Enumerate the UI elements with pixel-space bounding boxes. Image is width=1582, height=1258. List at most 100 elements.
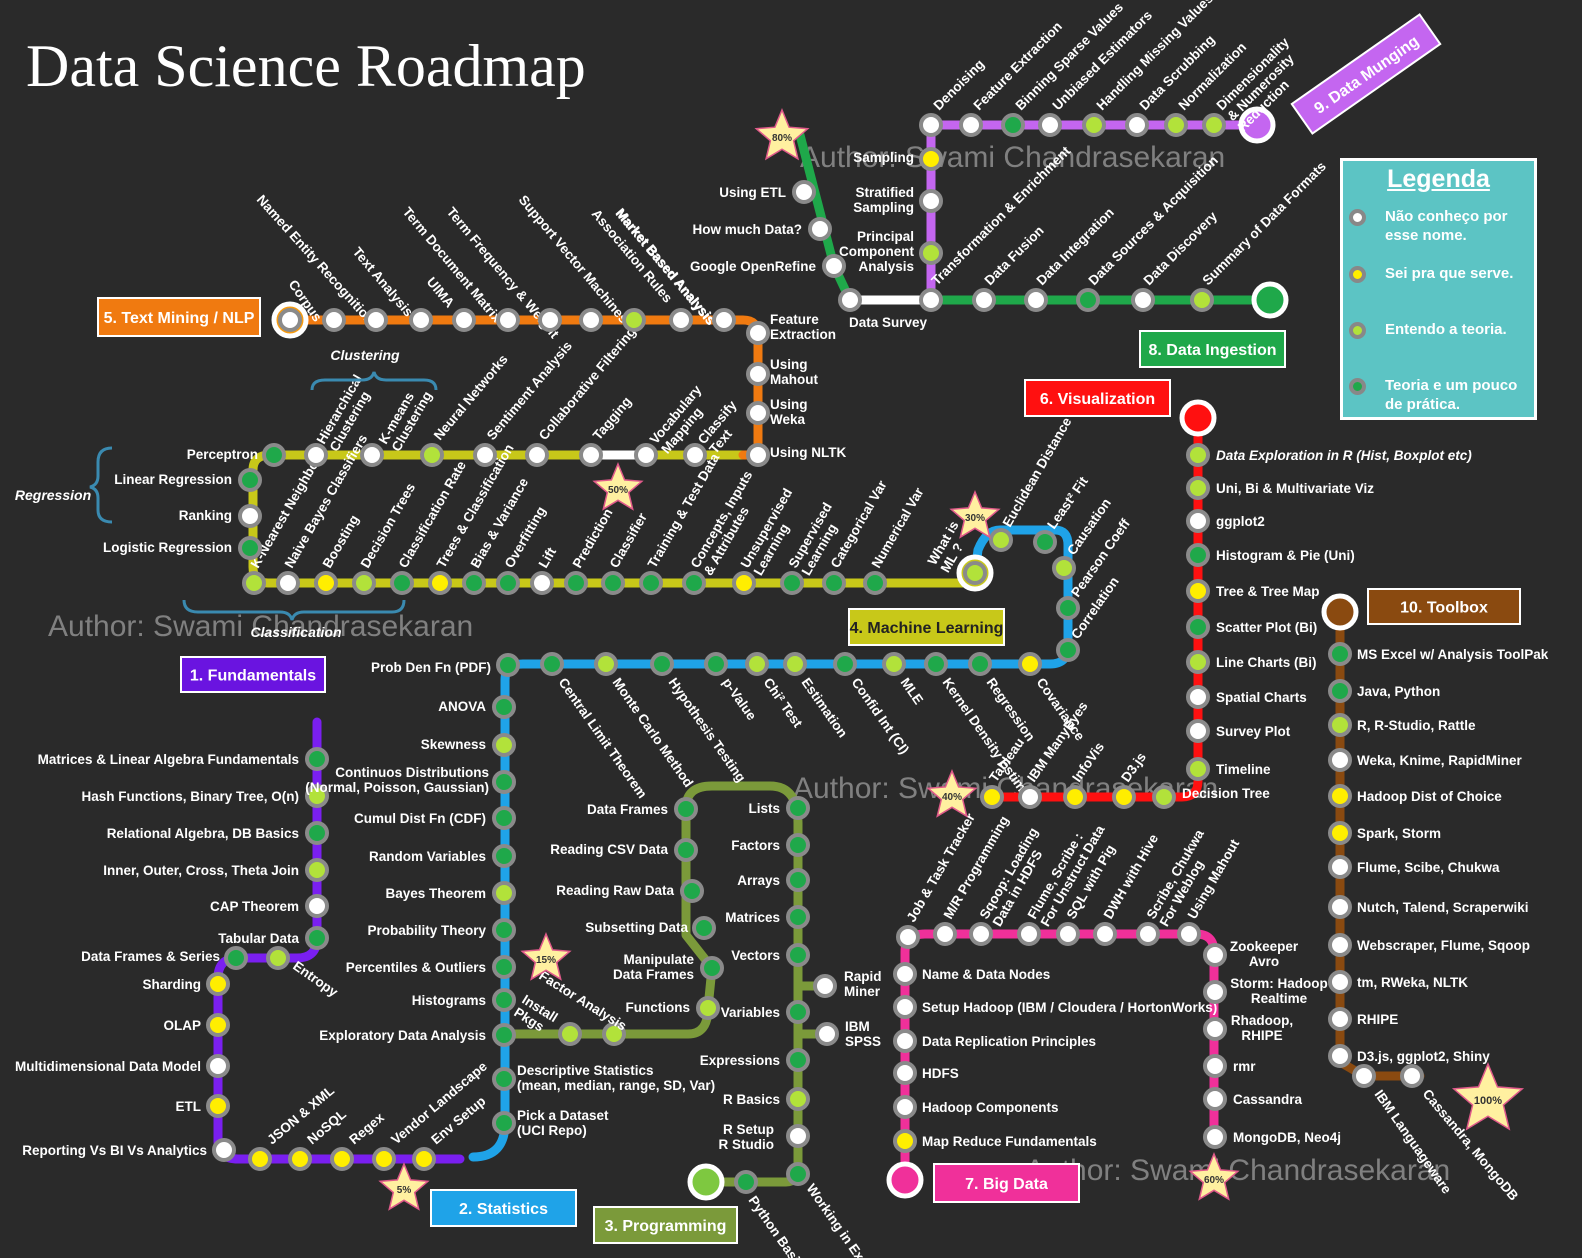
station-pearson-coeff bbox=[1056, 596, 1080, 620]
station-cap-theorem bbox=[305, 894, 329, 918]
station-overfitting bbox=[496, 571, 520, 595]
station-feature-extraction bbox=[746, 321, 770, 345]
station-using-mahout bbox=[746, 362, 770, 386]
svg-text:100%: 100% bbox=[1474, 1095, 1502, 1107]
station-sharding bbox=[206, 972, 230, 996]
station-descriptive-statistics-mean-median-range bbox=[492, 1067, 516, 1091]
station-label: Using ETL bbox=[719, 185, 786, 200]
station-label: Summary of Data Formats bbox=[1200, 159, 1329, 288]
station-extra bbox=[712, 308, 736, 332]
line-label-5-text-mining-nlp: 5. Text Mining / NLP bbox=[97, 297, 261, 337]
station-label: Continuos Distributions (Normal, Poisson,… bbox=[305, 765, 489, 795]
svg-text:60%: 60% bbox=[1204, 1175, 1224, 1186]
station-label: Regex bbox=[346, 1109, 387, 1147]
classification-brace bbox=[182, 599, 406, 621]
toolbox-track bbox=[1335, 607, 1425, 1081]
station-label: Reading Raw Data bbox=[556, 883, 674, 898]
station-data-discovery bbox=[1131, 288, 1155, 312]
station-label: CAP Theorem bbox=[210, 899, 299, 914]
station-label: Relational Algebra, DB Basics bbox=[107, 826, 299, 841]
station-label: Data Replication Principles bbox=[922, 1034, 1096, 1049]
station-corpus bbox=[278, 308, 302, 332]
station-label: D3.js, ggplot2, Shiny bbox=[1357, 1049, 1490, 1064]
station-label: Subsetting Data bbox=[585, 920, 688, 935]
line-label-3-programming: 3. Programming bbox=[593, 1206, 738, 1244]
station-data-replication-principles bbox=[893, 1029, 917, 1053]
station-label: Using Mahout bbox=[770, 357, 818, 387]
station-label: Classifier bbox=[607, 510, 651, 571]
station-reading-csv-data bbox=[674, 838, 698, 862]
station-label: Exploratory Data Analysis bbox=[319, 1028, 486, 1043]
station-label: Working in Excel bbox=[804, 1181, 879, 1258]
station-ibm-languageware bbox=[1352, 1064, 1376, 1088]
station-label: Survey Plot bbox=[1216, 724, 1291, 739]
regression-brace bbox=[89, 446, 113, 524]
station-ibm-spss bbox=[815, 1022, 839, 1046]
station-label: Uni, Bi & Multivariate Viz bbox=[1216, 481, 1374, 496]
station-vectors bbox=[786, 943, 810, 967]
station-k-means-clustering bbox=[360, 443, 384, 467]
station-r-r-studio-rattle bbox=[1328, 713, 1352, 737]
station-naive-bayes-classifiers bbox=[276, 571, 300, 595]
station-covariance bbox=[1018, 652, 1042, 676]
station-label: ETL bbox=[176, 1099, 202, 1114]
legend-panel: Legenda Não conheço por esse nome. Sei p… bbox=[1340, 158, 1537, 420]
station-training-test-data bbox=[639, 571, 663, 595]
station-inner-outer-cross-theta-join bbox=[305, 858, 329, 882]
station-decision-trees bbox=[352, 571, 376, 595]
station-nosql bbox=[288, 1147, 312, 1171]
station-data-exploration-in-r-hist-boxplot-etc bbox=[1186, 443, 1210, 467]
station-how-much-data bbox=[808, 217, 832, 241]
station-etl bbox=[206, 1094, 230, 1118]
station-using-mahout bbox=[1177, 922, 1201, 946]
station-reading-raw-data bbox=[680, 879, 704, 903]
station-entropy bbox=[266, 946, 290, 970]
station-ibm-manyeyes bbox=[1018, 785, 1042, 809]
ingestion-end-node bbox=[1251, 281, 1289, 319]
station-vendor-landscape bbox=[372, 1147, 396, 1171]
line-label-1-fundamentals: 1. Fundamentals bbox=[180, 656, 326, 693]
station-label: Using Weka bbox=[770, 397, 808, 427]
station-label: Tree & Tree Map bbox=[1216, 584, 1320, 599]
station-label: HDFS bbox=[922, 1066, 959, 1081]
station-cassandra bbox=[1203, 1087, 1227, 1111]
watermark-text: Author: Swami Chandrasekaran bbox=[48, 610, 473, 643]
station-label: Collaborative Filtering bbox=[536, 324, 639, 443]
station-label: Percentiles & Outliers bbox=[346, 960, 486, 975]
station-neural-networks bbox=[420, 443, 444, 467]
station-dwh-with-hive bbox=[1093, 922, 1117, 946]
watermark-text: Author: Swami Chandrasekaran bbox=[800, 141, 1225, 174]
station-label: Variables bbox=[721, 1005, 780, 1020]
station-label: Reporting Vs BI Vs Analytics bbox=[22, 1143, 207, 1158]
station-weka-knime-rapidminer bbox=[1328, 748, 1352, 772]
station-flume-scribe-for-unstruct-data bbox=[1017, 922, 1041, 946]
station-label: Data Frames & Series bbox=[81, 949, 220, 964]
line-label-7-big-data: 7. Big Data bbox=[933, 1163, 1080, 1203]
station-python-basics bbox=[734, 1170, 758, 1194]
milestone-star: 50% bbox=[592, 462, 644, 511]
station-survey-plot bbox=[1186, 719, 1210, 743]
station-sql-with-pig bbox=[1056, 922, 1080, 946]
station-java-python bbox=[1328, 679, 1352, 703]
station-label: Map Reduce Fundamentals bbox=[922, 1134, 1097, 1149]
station-label: Manipulate Data Frames bbox=[613, 952, 695, 982]
station-label: Webscraper, Flume, Sqoop bbox=[1357, 938, 1530, 953]
station-label: Feature Extraction bbox=[770, 312, 836, 342]
station-label: Google OpenRefine bbox=[690, 259, 817, 274]
svg-text:3. Programming: 3. Programming bbox=[605, 1218, 727, 1235]
station-summary-of-data-formats bbox=[1190, 288, 1214, 312]
clustering-brace bbox=[310, 371, 438, 391]
station-factors bbox=[786, 833, 810, 857]
station-label: Classification Rate bbox=[396, 458, 470, 571]
station-estimation bbox=[783, 652, 807, 676]
station-label: Histogram & Pie (Uni) bbox=[1216, 548, 1355, 563]
svg-text:10. Toolbox: 10. Toolbox bbox=[1400, 600, 1488, 617]
station-label: R, R-Studio, Rattle bbox=[1357, 718, 1476, 733]
group-label: Clustering bbox=[330, 347, 400, 363]
station-nutch-talend-scraperwiki bbox=[1328, 895, 1352, 919]
station-label: Spark, Storm bbox=[1357, 826, 1441, 841]
svg-text:2. Statistics: 2. Statistics bbox=[459, 1201, 548, 1218]
station-term-frequency-weight bbox=[496, 308, 520, 332]
station-label: Sampling bbox=[853, 150, 914, 165]
station-skewness bbox=[492, 733, 516, 757]
